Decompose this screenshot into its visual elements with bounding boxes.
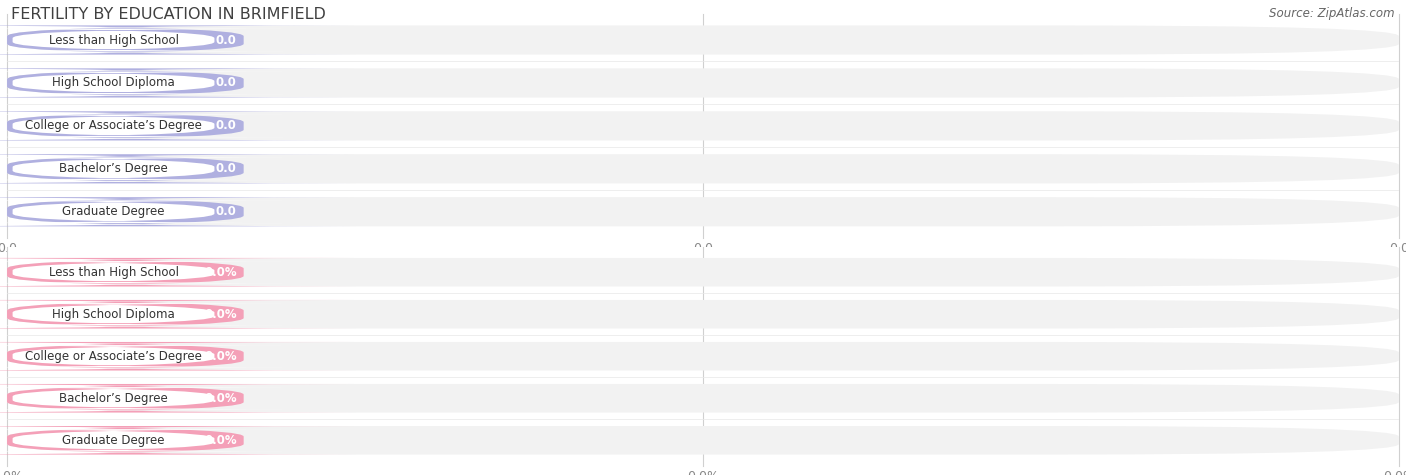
Text: Graduate Degree: Graduate Degree [62, 434, 165, 447]
Text: FERTILITY BY EDUCATION IN BRIMFIELD: FERTILITY BY EDUCATION IN BRIMFIELD [11, 7, 326, 22]
FancyBboxPatch shape [0, 111, 354, 141]
FancyBboxPatch shape [0, 200, 319, 223]
Text: 0.0: 0.0 [217, 162, 236, 175]
FancyBboxPatch shape [7, 426, 1399, 455]
Text: 0.0: 0.0 [217, 205, 236, 218]
Text: 0.0: 0.0 [217, 119, 236, 133]
Text: 0.0: 0.0 [217, 34, 236, 47]
FancyBboxPatch shape [0, 28, 319, 51]
FancyBboxPatch shape [7, 258, 1399, 286]
FancyBboxPatch shape [7, 68, 1399, 97]
FancyBboxPatch shape [7, 111, 1399, 141]
FancyBboxPatch shape [0, 384, 354, 413]
Text: 0.0%: 0.0% [204, 266, 236, 279]
FancyBboxPatch shape [0, 114, 319, 137]
Text: 0.0%: 0.0% [204, 392, 236, 405]
FancyBboxPatch shape [7, 154, 1399, 183]
FancyBboxPatch shape [0, 72, 319, 95]
FancyBboxPatch shape [0, 387, 319, 409]
Text: 0.0%: 0.0% [204, 350, 236, 363]
Text: 0.0%: 0.0% [204, 308, 236, 321]
Text: 0.0%: 0.0% [204, 434, 236, 447]
Text: High School Diploma: High School Diploma [52, 76, 174, 89]
Text: College or Associate’s Degree: College or Associate’s Degree [25, 119, 202, 133]
FancyBboxPatch shape [0, 157, 319, 180]
Text: College or Associate’s Degree: College or Associate’s Degree [25, 350, 202, 363]
FancyBboxPatch shape [0, 261, 319, 284]
FancyBboxPatch shape [7, 300, 1399, 329]
FancyBboxPatch shape [0, 197, 354, 226]
FancyBboxPatch shape [0, 25, 354, 55]
FancyBboxPatch shape [7, 25, 1399, 55]
FancyBboxPatch shape [0, 303, 319, 325]
FancyBboxPatch shape [0, 300, 354, 329]
Text: Less than High School: Less than High School [49, 266, 179, 279]
FancyBboxPatch shape [0, 345, 319, 367]
FancyBboxPatch shape [0, 154, 354, 183]
Text: Bachelor’s Degree: Bachelor’s Degree [59, 392, 167, 405]
Text: 0.0: 0.0 [217, 76, 236, 89]
FancyBboxPatch shape [0, 258, 354, 286]
Text: Less than High School: Less than High School [49, 34, 179, 47]
Text: Bachelor’s Degree: Bachelor’s Degree [59, 162, 167, 175]
Text: High School Diploma: High School Diploma [52, 308, 174, 321]
Text: Source: ZipAtlas.com: Source: ZipAtlas.com [1270, 7, 1395, 20]
FancyBboxPatch shape [0, 342, 354, 370]
FancyBboxPatch shape [0, 426, 354, 455]
FancyBboxPatch shape [7, 384, 1399, 413]
FancyBboxPatch shape [7, 197, 1399, 226]
FancyBboxPatch shape [0, 429, 319, 451]
Text: Graduate Degree: Graduate Degree [62, 205, 165, 218]
FancyBboxPatch shape [0, 68, 354, 97]
FancyBboxPatch shape [7, 342, 1399, 370]
